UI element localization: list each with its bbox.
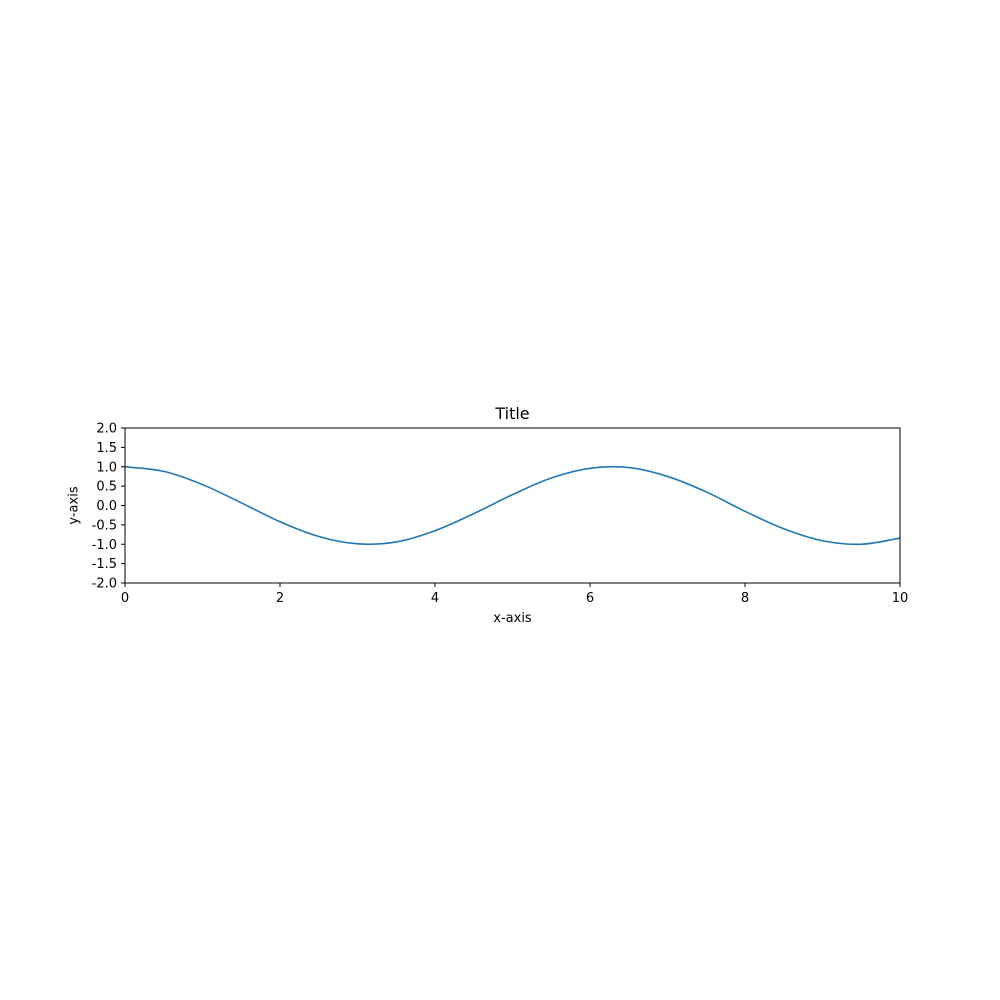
x-tick-label: 4	[431, 591, 439, 606]
y-tick-label: 0.5	[96, 480, 117, 495]
y-tick-label: 1.5	[96, 441, 117, 456]
y-tick-label: 2.0	[96, 422, 117, 437]
x-axis-label: x-axis	[493, 611, 532, 626]
x-tick-label: 0	[121, 591, 129, 606]
x-tick-label: 10	[892, 591, 909, 606]
series-line-0	[124, 465, 901, 546]
x-tick-label: 6	[586, 591, 594, 606]
x-tick-label: 2	[276, 591, 284, 606]
y-axis-label: y-axis	[67, 486, 82, 524]
y-tick-label: -0.5	[92, 518, 117, 533]
x-axis-ticks: 0 2 4 6 8 10	[121, 583, 908, 606]
y-tick-label: 1.0	[96, 460, 117, 475]
y-tick-label: -1.5	[92, 557, 117, 572]
y-tick-label: -1.0	[92, 538, 117, 553]
y-tick-label: -2.0	[92, 577, 117, 592]
x-tick-label: 8	[741, 591, 749, 606]
plot-area	[124, 465, 901, 546]
plot-frame	[124, 427, 901, 584]
chart-title: Title	[494, 404, 529, 423]
y-tick-label: 0.0	[96, 499, 117, 514]
y-axis-ticks: -2.0 -1.5 -1.0 -0.5 0.0 0.5 1.0 1.5 2.0	[92, 422, 125, 592]
